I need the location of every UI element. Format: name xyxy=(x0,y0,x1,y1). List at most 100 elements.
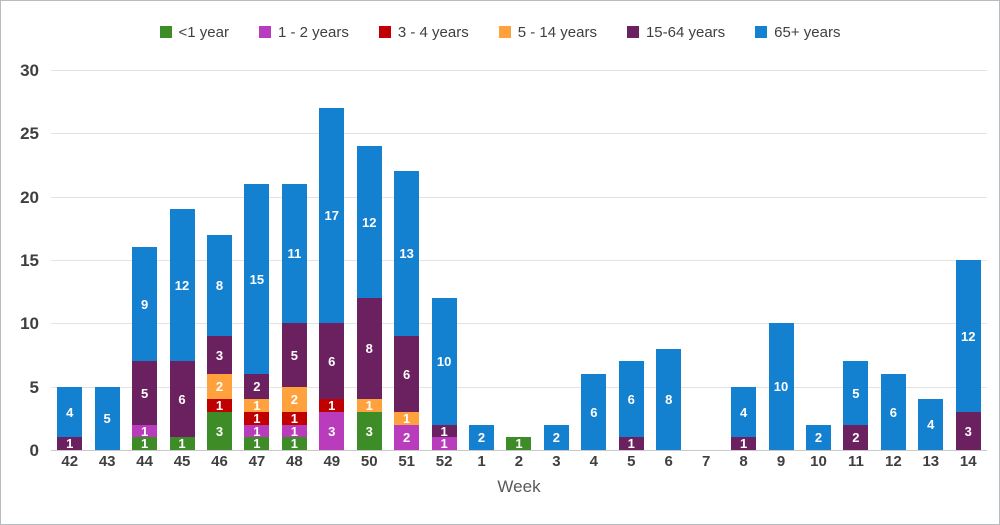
bar-segment: 1 xyxy=(281,437,307,450)
bar-slot: 2 xyxy=(463,71,500,450)
x-slot: 50 xyxy=(351,453,388,471)
segment-value-label: 1 xyxy=(140,436,149,452)
segment-value-label: 1 xyxy=(290,410,298,426)
y-tick-label: 10 xyxy=(20,314,39,334)
stacked-bar: 3 1 2 3 8 xyxy=(206,234,232,450)
bar-slot xyxy=(687,71,724,450)
stacked-bar: 6 xyxy=(581,374,607,450)
y-tick-label: 25 xyxy=(20,124,39,144)
x-tick-label: 1 xyxy=(477,453,486,470)
x-slot: 46 xyxy=(201,453,238,471)
segment-value-label: 1 xyxy=(515,436,523,452)
y-axis: 0 5 10 15 20 25 30 xyxy=(1,61,51,460)
bar-segment: 4 xyxy=(918,399,944,450)
bar-segment: 6 xyxy=(319,323,345,400)
bar-segment: 11 xyxy=(281,184,307,324)
segment-value-label: 1 xyxy=(66,436,74,452)
x-tick-label: 46 xyxy=(211,453,228,470)
stacked-bar: 1 1 10 xyxy=(431,298,457,450)
x-tick-label: 10 xyxy=(810,453,827,470)
bar-segment: 5 xyxy=(132,361,158,425)
x-slot: 43 xyxy=(88,453,125,471)
segment-value-label: 2 xyxy=(852,429,860,445)
bar-segment: 3 xyxy=(206,412,232,450)
x-tick-label: 50 xyxy=(360,453,378,470)
x-slot: 14 xyxy=(950,453,987,471)
bar-segment: 1 xyxy=(319,399,345,412)
segment-value-label: 5 xyxy=(140,385,149,401)
segment-value-label: 1 xyxy=(739,436,748,452)
x-slot: 52 xyxy=(425,453,462,471)
segment-value-label: 4 xyxy=(66,404,74,420)
segment-value-label: 2 xyxy=(215,379,224,395)
segment-value-label: 1 xyxy=(253,410,261,426)
segment-value-label: 2 xyxy=(477,429,486,445)
gridline xyxy=(51,386,987,388)
segment-value-label: 2 xyxy=(290,391,298,407)
x-slot: 42 xyxy=(51,453,88,471)
bar-segment: 1 xyxy=(169,437,195,450)
stacked-bar: 8 xyxy=(656,348,682,450)
bar-segment: 8 xyxy=(206,234,232,337)
bar-segment: 12 xyxy=(356,146,382,299)
stacked-bar: 1 1 1 2 5 11 xyxy=(281,184,307,450)
stacked-bar: 5 xyxy=(94,386,120,450)
bar-segment: 2 xyxy=(281,386,307,413)
bar-segment: 15 xyxy=(244,184,270,375)
segment-value-label: 3 xyxy=(365,423,373,439)
legend-label: 15-64 years xyxy=(645,23,726,41)
segment-value-label: 3 xyxy=(328,423,336,439)
bar-slot: 3 1 2 3 8 xyxy=(201,71,238,450)
stacked-bar: 2 xyxy=(805,424,831,450)
y-tick-label: 20 xyxy=(20,187,39,207)
bar-slot: 3 1 8 12 xyxy=(351,71,388,450)
segment-value-label: 6 xyxy=(889,404,897,420)
bar-segment: 2 xyxy=(244,374,270,400)
segment-value-label: 6 xyxy=(403,366,411,382)
bar-slot: 2 1 6 13 xyxy=(388,71,425,450)
y-tick-label: 0 xyxy=(29,441,39,460)
x-slot: 11 xyxy=(837,453,874,471)
segment-value-label: 8 xyxy=(665,391,673,407)
segment-value-label: 1 xyxy=(140,423,149,439)
segment-value-label: 2 xyxy=(814,429,823,445)
bar-slot: 5 xyxy=(88,71,125,450)
segment-value-label: 1 xyxy=(290,423,298,439)
bar-slot: 10 xyxy=(762,71,799,450)
bar-segment: 3 xyxy=(319,412,345,450)
x-tick-label: 43 xyxy=(98,453,116,470)
stacked-bar: 3 1 8 12 xyxy=(356,146,382,450)
x-tick-label: 4 xyxy=(589,453,599,470)
bar-segment: 1 xyxy=(244,437,270,450)
bar-segment: 2 xyxy=(206,374,232,400)
x-slot: 49 xyxy=(313,453,350,471)
gridline xyxy=(51,133,987,135)
segment-value-label: 1 xyxy=(253,423,261,439)
segment-value-label: 1 xyxy=(403,410,411,426)
bar-slot: 8 xyxy=(650,71,687,450)
x-slot: 51 xyxy=(388,453,425,471)
x-slot: 44 xyxy=(126,453,163,471)
bar-slot: 1 xyxy=(500,71,537,450)
y-tick-label: 5 xyxy=(29,377,39,397)
legend-swatch-icon xyxy=(258,26,271,38)
legend-item: 1 - 2 years xyxy=(258,23,349,41)
legend-label: 1 - 2 years xyxy=(277,23,349,41)
segment-value-label: 17 xyxy=(324,208,340,224)
x-tick-label: 7 xyxy=(701,453,711,470)
bar-segment: 17 xyxy=(319,108,345,324)
gridline xyxy=(51,323,987,325)
stacked-bar: 1 1 1 1 2 15 xyxy=(244,184,270,450)
segment-value-label: 1 xyxy=(365,398,373,414)
bar-segment: 2 xyxy=(543,424,569,450)
bar-segment: 6 xyxy=(581,374,607,450)
bar-segment: 6 xyxy=(880,374,906,450)
x-slot: 3 xyxy=(538,453,575,471)
x-tick-label: 14 xyxy=(959,453,977,470)
legend: <1 year 1 - 2 years 3 - 4 years 5 - 14 year… xyxy=(1,21,999,43)
legend-item: 3 - 4 years xyxy=(378,24,469,41)
